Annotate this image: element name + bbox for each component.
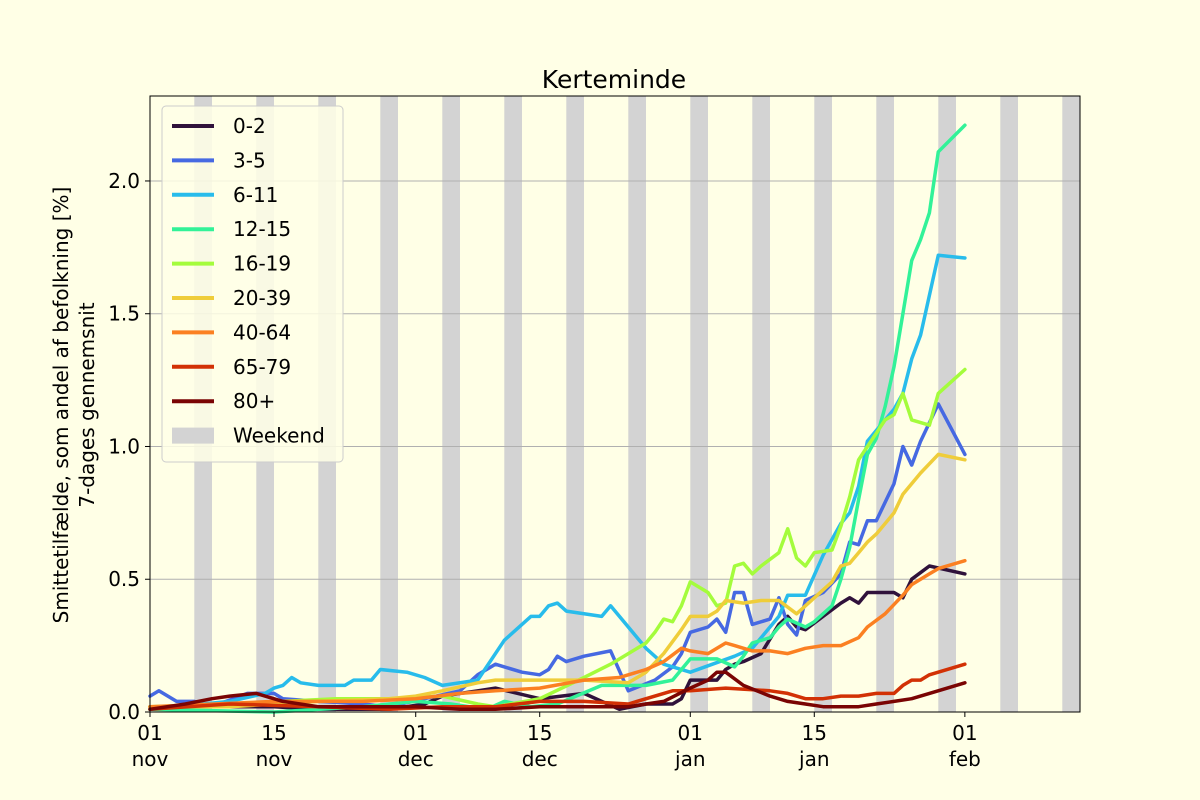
y-axis-label: Smittetilfælde, som andel af befolkning … xyxy=(49,187,99,624)
y-tick-label: 0.0 xyxy=(108,700,140,724)
weekend-band-4 xyxy=(442,96,460,712)
legend-label: 3-5 xyxy=(233,148,266,172)
series-line-20-39 xyxy=(148,452,967,709)
weekend-band-9 xyxy=(752,96,770,712)
weekend-band-3 xyxy=(380,96,398,712)
weekend-band-14 xyxy=(1062,96,1080,712)
y-axis-label-line-2: 7-dages gennemsnit xyxy=(75,302,99,507)
series-lines xyxy=(148,123,967,714)
y-tick-label: 0.5 xyxy=(108,567,140,591)
legend-label: 16-19 xyxy=(233,252,291,276)
weekend-band-7 xyxy=(628,96,646,712)
x-tick-label-month: nov xyxy=(256,747,293,771)
weekend-band-13 xyxy=(1000,96,1018,712)
x-tick-label-month: dec xyxy=(398,747,434,771)
legend-label: 40-64 xyxy=(233,320,291,344)
legend-label: 80+ xyxy=(233,389,275,413)
series-line-12-15 xyxy=(148,123,967,714)
legend-label-weekend: Weekend xyxy=(233,424,325,448)
weekend-band-6 xyxy=(566,96,584,712)
legend-label: 0-2 xyxy=(233,114,266,138)
y-tick-label: 1.0 xyxy=(108,434,140,458)
legend-label: 12-15 xyxy=(233,217,291,241)
axes xyxy=(149,95,1081,713)
x-tick-label-month: jan xyxy=(798,747,830,771)
legend-label: 6-11 xyxy=(233,183,278,207)
series-line-40-64 xyxy=(148,558,967,709)
legend-label: 20-39 xyxy=(233,286,291,310)
y-axis-label-line-1: Smittetilfælde, som andel af befolkning … xyxy=(49,187,73,624)
x-tick-label-day: 15 xyxy=(802,721,827,745)
x-tick-label-day: 15 xyxy=(261,721,286,745)
legend-swatch-weekend xyxy=(172,427,214,444)
x-tick-label-day: 01 xyxy=(678,721,703,745)
series-line-16-19 xyxy=(148,367,967,709)
weekend-band-10 xyxy=(814,96,832,712)
x-tick-label-day: 01 xyxy=(952,721,977,745)
legend-label: 65-79 xyxy=(233,355,291,379)
x-tick-label-day: 01 xyxy=(137,721,162,745)
series-line-80+ xyxy=(148,670,967,712)
chart-title: Kerteminde xyxy=(542,65,686,94)
weekend-band-8 xyxy=(690,96,708,712)
x-tick-label-month: jan xyxy=(674,747,706,771)
y-axis-ticks: 0.0 0.5 1.0 1.5 2.0 xyxy=(108,169,150,724)
weekend-band-5 xyxy=(504,96,522,712)
x-tick-label-month: dec xyxy=(522,747,558,771)
x-tick-label-day: 01 xyxy=(403,721,428,745)
x-tick-label-month: feb xyxy=(949,747,981,771)
x-tick-label-day: 15 xyxy=(527,721,552,745)
legend: 0-2 3-5 6-11 12-15 16-19 20-39 40-64 65-79 80+ We… xyxy=(161,105,344,463)
y-tick-label: 1.5 xyxy=(108,302,140,326)
plot-frame xyxy=(149,95,1081,713)
weekend-band-12 xyxy=(938,96,956,712)
y-tick-label: 2.0 xyxy=(108,169,140,193)
x-tick-label-month: nov xyxy=(132,747,169,771)
